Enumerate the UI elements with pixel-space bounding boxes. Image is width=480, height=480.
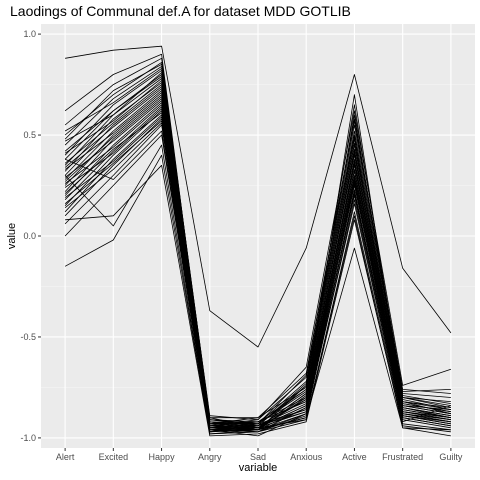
x-tick-label: Angry — [198, 452, 222, 462]
series-line — [64, 72, 451, 425]
x-tick-label: Active — [342, 452, 367, 462]
y-axis-title: value — [6, 222, 18, 250]
series-lines — [64, 45, 452, 437]
x-tick-label: Excited — [99, 452, 129, 462]
x-tick-label: Frustrated — [382, 452, 423, 462]
series-line — [64, 120, 451, 433]
y-tick-label: -1.0 — [20, 433, 36, 443]
series-line — [64, 68, 452, 421]
series-line — [64, 112, 451, 431]
series-line — [64, 96, 451, 429]
series-line — [65, 45, 452, 348]
x-tick-label: Anxious — [290, 452, 323, 462]
series-line — [64, 144, 451, 435]
x-tick-label: Guilty — [439, 452, 463, 462]
x-axis-ticks: Alert Excited Happy Angry Sad Anxious Active Fr… — [56, 448, 463, 462]
y-tick-label: 0.5 — [23, 130, 36, 140]
chart-title: Laodings of Communal def.A for dataset M… — [10, 3, 351, 19]
y-tick-label: 0.0 — [23, 231, 36, 241]
y-axis-ticks: -1.0 -0.5 0.0 0.5 1.0 — [20, 29, 41, 443]
x-tick-label: Happy — [149, 452, 176, 462]
series-line — [64, 130, 452, 437]
y-tick-label: 1.0 — [23, 29, 36, 39]
y-tick-label: -0.5 — [20, 332, 36, 342]
x-axis-title: variable — [238, 462, 278, 474]
x-tick-label: Alert — [56, 452, 75, 462]
x-tick-label: Sad — [250, 452, 266, 462]
